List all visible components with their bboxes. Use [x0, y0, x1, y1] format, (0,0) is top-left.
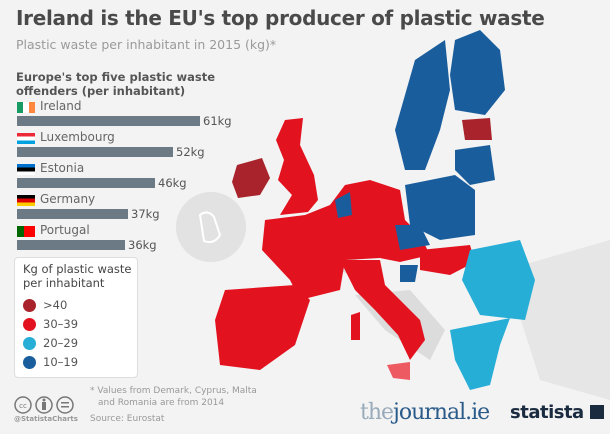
- footnote: * Values from Demark, Cyprus, Malta and …: [90, 385, 257, 409]
- source: Source: Eurostat: [90, 414, 165, 424]
- bar-label: Portugal: [40, 223, 90, 237]
- map-estonia: [462, 118, 492, 140]
- bar: [17, 209, 128, 219]
- bar: [17, 178, 155, 188]
- bar-label: Germany: [40, 192, 96, 206]
- flag-icon: [17, 133, 35, 144]
- legend-swatch: [23, 299, 36, 312]
- page-subtitle: Plastic waste per inhabitant in 2015 (kg…: [16, 37, 277, 52]
- map-italy: [340, 260, 425, 360]
- map-slovenia: [400, 265, 418, 282]
- map-hungary: [420, 245, 475, 275]
- map-sardinia: [351, 312, 360, 340]
- bar-row: Ireland 61kg: [17, 99, 247, 130]
- legend-swatch: [23, 337, 36, 350]
- map-poland: [405, 175, 475, 240]
- bar-row: Germany 37kg: [17, 192, 247, 223]
- map-legend: Kg of plastic waste per inhabitant >40 30…: [14, 257, 138, 378]
- flag-icon: [17, 102, 35, 113]
- statista-logo: statista: [510, 402, 604, 423]
- map-greece: [450, 318, 510, 390]
- flag-icon: [17, 164, 35, 175]
- bar-label: Ireland: [40, 99, 82, 113]
- bar-value-label: 46kg: [158, 176, 187, 190]
- thejournal-logo: thejournal.ie: [360, 400, 490, 425]
- legend-label: 10–19: [43, 355, 79, 369]
- credit: @StatistaCharts: [14, 415, 78, 423]
- map-baltics: [455, 145, 495, 185]
- plastic-bag-icon-bg: [176, 192, 246, 262]
- legend-swatch: [23, 356, 36, 369]
- bar-value-label: 61kg: [203, 114, 232, 128]
- map-finland: [450, 30, 505, 115]
- map-ireland: [232, 158, 270, 198]
- legend-swatch: [23, 318, 36, 331]
- footnote-line: and Romania are from 2014: [98, 398, 225, 408]
- bar-chart-title: Europe's top five plastic waste offender…: [16, 70, 216, 98]
- legend-title: Kg of plastic waste per inhabitant: [23, 262, 132, 290]
- bar-label: Luxembourg: [40, 130, 115, 144]
- bar-row: Portugal 36kg: [17, 223, 247, 254]
- page-title: Ireland is the EU's top producer of plas…: [16, 6, 545, 30]
- flag-icon: [17, 226, 35, 237]
- bar-row: Luxembourg 52kg: [17, 130, 247, 161]
- svg-text:cc: cc: [19, 402, 27, 410]
- bar-value-label: 52kg: [176, 145, 205, 159]
- flag-icon: [17, 195, 35, 206]
- bar: [17, 240, 125, 250]
- map-sweden: [395, 40, 450, 170]
- creative-commons-icon: cc: [14, 396, 74, 414]
- bar-row: Estonia 46kg: [17, 161, 247, 192]
- map-uk: [276, 118, 318, 215]
- map-romania-bulgaria: [462, 240, 535, 320]
- legend-label: >40: [43, 298, 68, 312]
- map-france-germany: [262, 180, 430, 300]
- footnote-line: * Values from Demark, Cyprus, Malta: [90, 386, 257, 396]
- map-iberia: [215, 285, 310, 370]
- bar: [17, 116, 200, 126]
- bar-value-label: 36kg: [128, 238, 157, 252]
- bar: [17, 147, 173, 157]
- bar-label: Estonia: [40, 161, 85, 175]
- plastic-bag-icon: [198, 211, 222, 244]
- legend-label: 30–39: [43, 317, 79, 331]
- map-sicily: [387, 362, 410, 380]
- bar-value-label: 37kg: [131, 207, 160, 221]
- map-netherlands: [335, 192, 352, 218]
- legend-label: 20–29: [43, 336, 79, 350]
- map-czechia: [395, 225, 430, 250]
